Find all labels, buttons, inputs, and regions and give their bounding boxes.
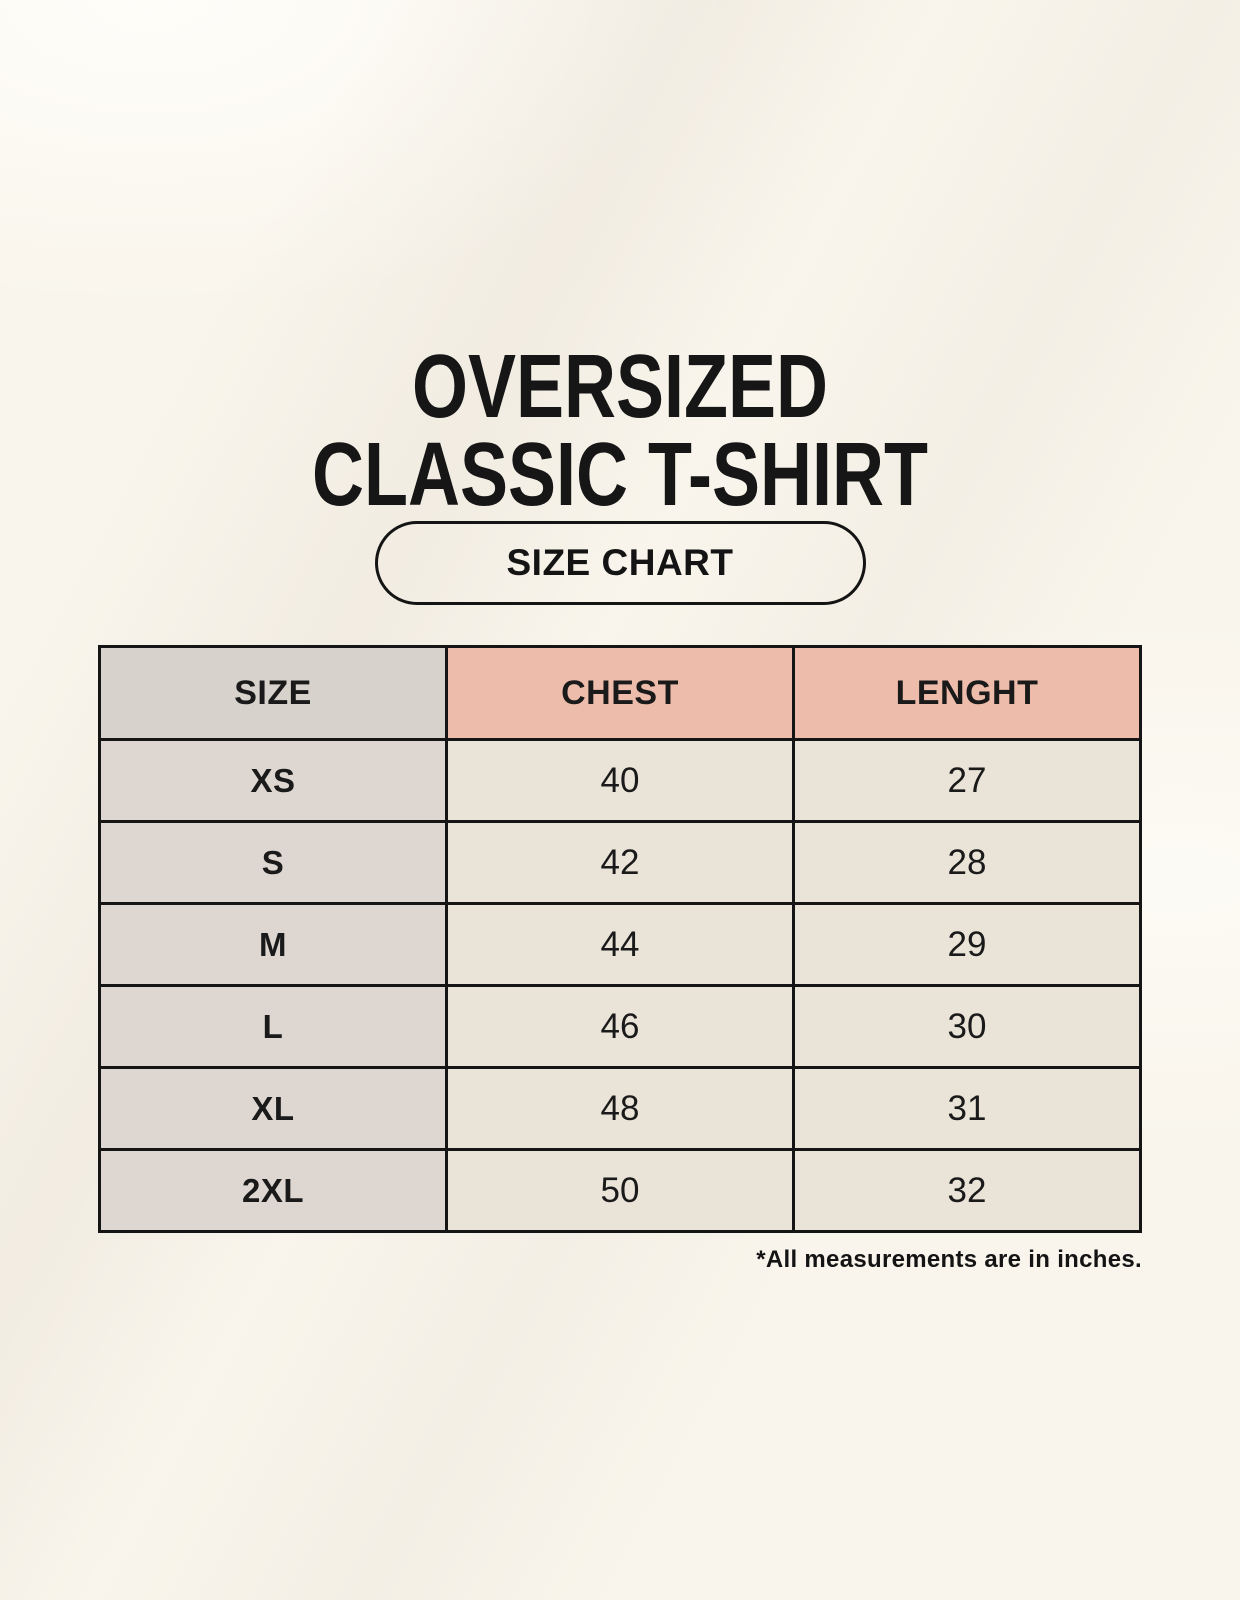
title-block: OVERSIZED CLASSIC T-SHIRT xyxy=(0,0,1240,525)
chest-value-cell: 44 xyxy=(445,902,795,987)
lenght-value-cell: 31 xyxy=(792,1066,1142,1151)
size-cell: XL xyxy=(98,1066,448,1151)
product-title: OVERSIZED CLASSIC T-SHIRT xyxy=(124,337,1116,525)
chest-value-cell: 46 xyxy=(445,984,795,1069)
size-cell: 2XL xyxy=(98,1148,448,1233)
column-header-size: SIZE xyxy=(98,645,448,741)
lenght-value-cell: 29 xyxy=(792,902,1142,987)
table-body: XS 40 27 S 42 28 M 44 29 L 46 30 XL 48 31 2XL 50 32 xyxy=(98,738,1142,1233)
size-chart-table: SIZE CHEST LENGHT XS 40 27 S 42 28 M 44 29 L 46 30 X… xyxy=(98,645,1142,1233)
lenght-value-cell: 27 xyxy=(792,738,1142,823)
table-header-row: SIZE CHEST LENGHT xyxy=(98,645,1142,741)
column-header-lenght: LENGHT xyxy=(792,645,1142,741)
measurements-footnote: *All measurements are in inches. xyxy=(756,1246,1142,1273)
chest-value-cell: 42 xyxy=(445,820,795,905)
chest-value-cell: 40 xyxy=(445,738,795,823)
lenght-value-cell: 32 xyxy=(792,1148,1142,1233)
table-row: 2XL 50 32 xyxy=(98,1148,1142,1233)
size-chart-badge: SIZE CHART xyxy=(374,521,866,605)
chest-value-cell: 50 xyxy=(445,1148,795,1233)
size-cell: L xyxy=(98,984,448,1069)
size-cell: S xyxy=(98,820,448,905)
size-cell: XS xyxy=(98,738,448,823)
table-row: XL 48 31 xyxy=(98,1066,1142,1151)
column-header-chest: CHEST xyxy=(445,645,795,741)
lenght-value-cell: 28 xyxy=(792,820,1142,905)
size-chart-badge-label: SIZE CHART xyxy=(506,542,734,583)
table-row: L 46 30 xyxy=(98,984,1142,1069)
chest-value-cell: 48 xyxy=(445,1066,795,1151)
title-line-2: CLASSIC T-SHIRT xyxy=(311,425,928,525)
lenght-value-cell: 30 xyxy=(792,984,1142,1069)
table-row: XS 40 27 xyxy=(98,738,1142,823)
table-row: S 42 28 xyxy=(98,820,1142,905)
size-cell: M xyxy=(98,902,448,987)
title-line-1: OVERSIZED xyxy=(411,337,829,437)
table-row: M 44 29 xyxy=(98,902,1142,987)
